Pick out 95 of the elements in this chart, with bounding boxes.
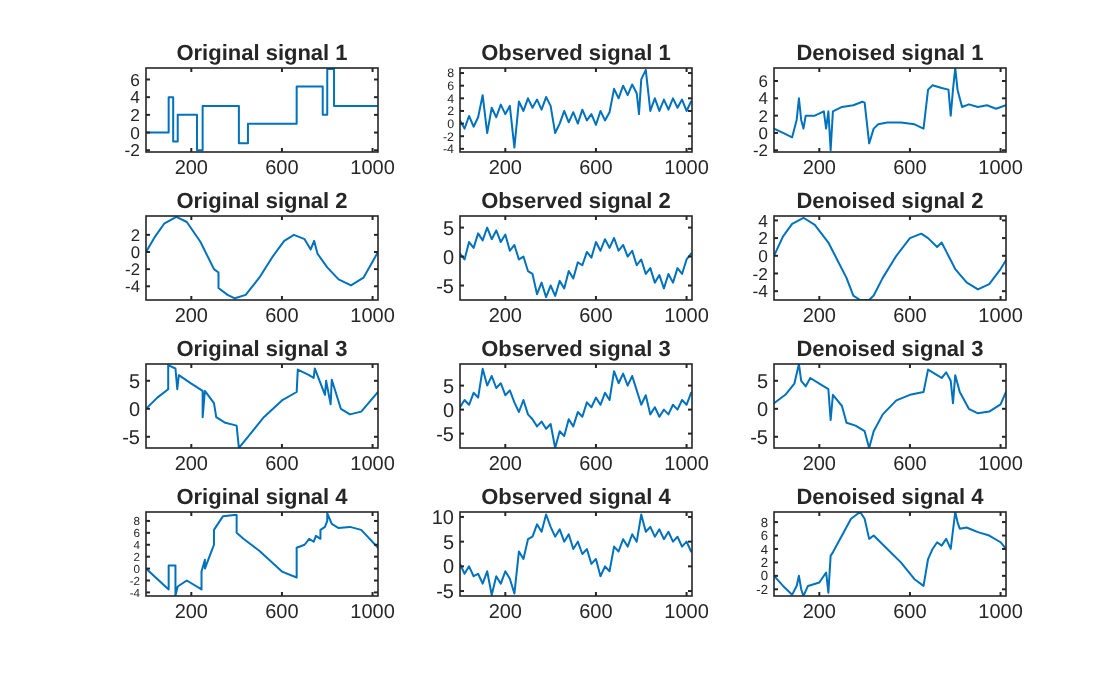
y-tick-label: 2	[758, 105, 769, 126]
x-tick-label: 200	[488, 306, 523, 328]
y-tick-label: 2	[130, 104, 141, 125]
y-tick-label: -5	[436, 582, 455, 605]
chart-title: Original signal 3	[176, 338, 348, 362]
y-tick-label: -4	[125, 276, 141, 297]
x-tick-label: 1000	[664, 602, 710, 624]
x-tick-label: 200	[174, 158, 209, 180]
y-tick-label: -5	[436, 276, 455, 299]
chart-title: Denoised signal 1	[796, 42, 984, 66]
x-tick-label: 600	[579, 602, 614, 624]
x-tick-label: 600	[265, 306, 300, 328]
y-tick-label: 4	[758, 210, 769, 231]
chart-title: Observed signal 4	[481, 486, 673, 510]
line-series	[460, 226, 692, 299]
y-tick-label: 10	[431, 507, 455, 530]
line-series	[774, 364, 1006, 448]
x-tick-label: 200	[488, 602, 523, 624]
x-tick-label: 200	[488, 454, 523, 476]
y-tick-label: 2	[758, 228, 769, 249]
y-tick-label: 0	[442, 557, 455, 580]
x-tick-label: 600	[893, 602, 928, 624]
x-tick-label: 600	[893, 158, 928, 180]
chart-title: Observed signal 3	[481, 338, 671, 362]
x-tick-label: 1000	[978, 158, 1024, 180]
y-tick-label: 0	[442, 247, 455, 270]
x-tick-label: 200	[802, 602, 837, 624]
y-tick-label: 0	[130, 122, 141, 143]
x-tick-label: 200	[488, 158, 523, 180]
line-series	[774, 512, 1006, 596]
line-series	[460, 68, 692, 149]
line-series	[774, 68, 1006, 152]
y-tick-label: 0	[758, 245, 769, 266]
x-tick-label: 1000	[350, 454, 396, 476]
y-tick-label: 4	[758, 88, 769, 109]
y-tick-label: 0	[128, 399, 141, 422]
x-tick-label: 1000	[978, 454, 1024, 476]
x-tick-label: 600	[893, 454, 928, 476]
x-tick-label: 200	[802, 306, 837, 328]
y-tick-label: -5	[122, 427, 141, 450]
chart-title: Original signal 2	[176, 190, 348, 214]
y-tick-label: 6	[758, 70, 769, 91]
y-tick-label: 0	[130, 241, 141, 262]
y-tick-label: -2	[124, 140, 141, 161]
y-tick-label: -2	[752, 263, 769, 284]
x-tick-label: 1000	[978, 306, 1024, 328]
x-tick-label: 1000	[664, 454, 710, 476]
y-tick-label: 0	[758, 122, 769, 143]
x-tick-label: 200	[174, 306, 209, 328]
chart-title: Original signal 1	[176, 42, 348, 66]
line-series	[774, 216, 1006, 300]
y-tick-label: 2	[130, 224, 141, 245]
x-tick-label: 200	[802, 158, 837, 180]
x-tick-label: 600	[579, 306, 614, 328]
chart-title: Denoised signal 2	[796, 190, 984, 214]
x-tick-label: 600	[265, 454, 300, 476]
chart-title: Observed signal 2	[481, 190, 671, 214]
y-tick-label: 5	[756, 371, 769, 394]
x-tick-label: 600	[893, 306, 928, 328]
y-tick-label: 5	[442, 376, 455, 399]
x-tick-label: 1000	[350, 158, 396, 180]
x-tick-label: 1000	[350, 306, 396, 328]
x-tick-label: 1000	[978, 602, 1024, 624]
y-tick-label: -5	[436, 424, 455, 447]
x-tick-label: 1000	[664, 158, 710, 180]
chart-title: Denoised signal 4	[796, 486, 986, 510]
line-series	[146, 216, 378, 300]
y-tick-label: 5	[442, 532, 455, 555]
x-tick-label: 600	[579, 454, 614, 476]
line-series	[146, 512, 378, 596]
x-tick-label: 200	[174, 602, 209, 624]
chart-title: Original signal 4	[176, 486, 350, 510]
y-tick-label: 4	[130, 87, 141, 108]
chart-title: Observed signal 1	[481, 42, 671, 66]
line-series	[460, 367, 692, 448]
y-tick-label: -2	[125, 259, 141, 280]
x-tick-label: 1000	[664, 306, 710, 328]
x-tick-label: 200	[174, 454, 209, 476]
y-tick-label: 5	[442, 218, 455, 241]
x-tick-label: 200	[802, 454, 837, 476]
chart-title: Denoised signal 3	[796, 338, 984, 362]
line-series	[146, 68, 378, 152]
x-tick-label: 600	[265, 158, 300, 180]
x-tick-label: 600	[265, 602, 300, 624]
x-tick-label: 600	[579, 158, 614, 180]
y-tick-label: 0	[442, 400, 455, 423]
y-tick-label: -5	[750, 427, 769, 450]
y-tick-label: -4	[752, 281, 769, 302]
y-tick-label: 0	[756, 399, 769, 422]
y-tick-label: -2	[752, 140, 769, 161]
line-series	[146, 364, 378, 448]
x-tick-label: 1000	[350, 602, 396, 624]
y-tick-label: 5	[128, 371, 141, 394]
y-tick-label: 6	[130, 69, 141, 90]
line-series	[460, 513, 692, 596]
